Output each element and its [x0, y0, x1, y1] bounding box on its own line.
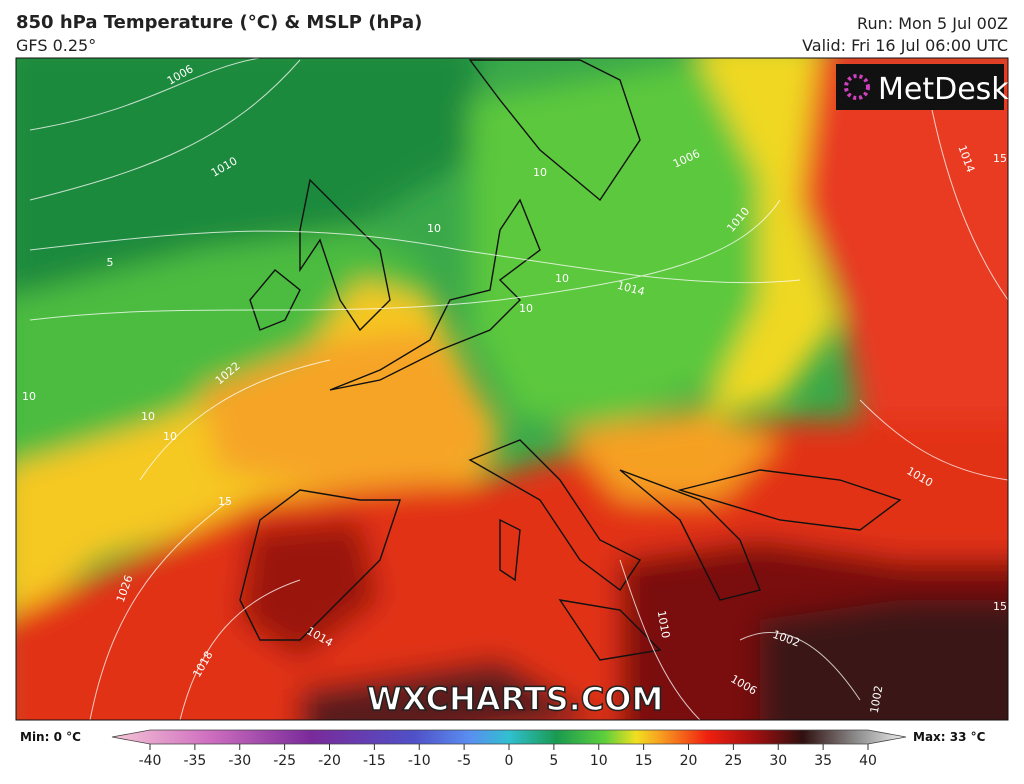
contour-label: 1010	[655, 609, 673, 639]
colorbar-tick-label: 25	[724, 753, 742, 769]
contour-label: 10	[163, 430, 177, 443]
run-time: Run: Mon 5 Jul 00Z	[857, 14, 1008, 33]
logo-box	[836, 64, 1004, 110]
watermark: WXCHARTS.COM	[367, 680, 664, 718]
colorbar-tick-label: 15	[635, 753, 653, 769]
colorbar-tick-label: 35	[814, 753, 832, 769]
subtitle: GFS 0.25°	[16, 36, 97, 55]
contour-label: 10	[141, 410, 155, 423]
max-label: Max: 33 °C	[913, 730, 986, 744]
contour-label: 10	[533, 166, 547, 179]
contour-label: 10	[519, 302, 533, 315]
valid-time: Valid: Fri 16 Jul 06:00 UTC	[802, 36, 1008, 55]
coastlines	[239, 59, 902, 661]
colorbar-tick-label: -5	[457, 753, 471, 769]
min-label: Min: 0 °C	[20, 730, 81, 744]
colorbar-tick-label: -15	[363, 753, 386, 769]
colorbar-tick-label: -35	[183, 753, 206, 769]
contour-label: 15	[993, 152, 1007, 165]
colorbar-tick-label: -30	[228, 753, 251, 769]
temperature-field	[16, 58, 1008, 720]
contour-label: 10	[22, 390, 36, 403]
contour-label: 10	[555, 272, 569, 285]
contour-label: 5	[107, 256, 114, 269]
colorbar-tick-label: 5	[549, 753, 558, 769]
colorbar-tick-label: 40	[859, 753, 877, 769]
contour-label: 1002	[868, 684, 886, 714]
logo: MetDesk	[878, 72, 1009, 107]
colorbar-tick-label: -40	[139, 753, 162, 769]
map-frame	[15, 57, 1009, 721]
logo-icon	[844, 74, 870, 100]
colorbar-tick-label: 0	[505, 753, 514, 769]
colorbar-tick-label: 30	[769, 753, 787, 769]
contour-label: 15	[218, 495, 232, 508]
colorbar-tick-label: 20	[680, 753, 698, 769]
isobars	[29, 58, 1008, 720]
colorbar	[111, 729, 907, 745]
contour-label: 15	[993, 600, 1007, 613]
colorbar-tick-label: 10	[590, 753, 608, 769]
colorbar-tick-label: -25	[273, 753, 296, 769]
contour-label: 10	[427, 222, 441, 235]
title: 850 hPa Temperature (°C) & MSLP (hPa)	[16, 12, 423, 33]
colorbar-tick-label: -10	[408, 753, 431, 769]
colorbar-tick-label: -20	[318, 753, 341, 769]
